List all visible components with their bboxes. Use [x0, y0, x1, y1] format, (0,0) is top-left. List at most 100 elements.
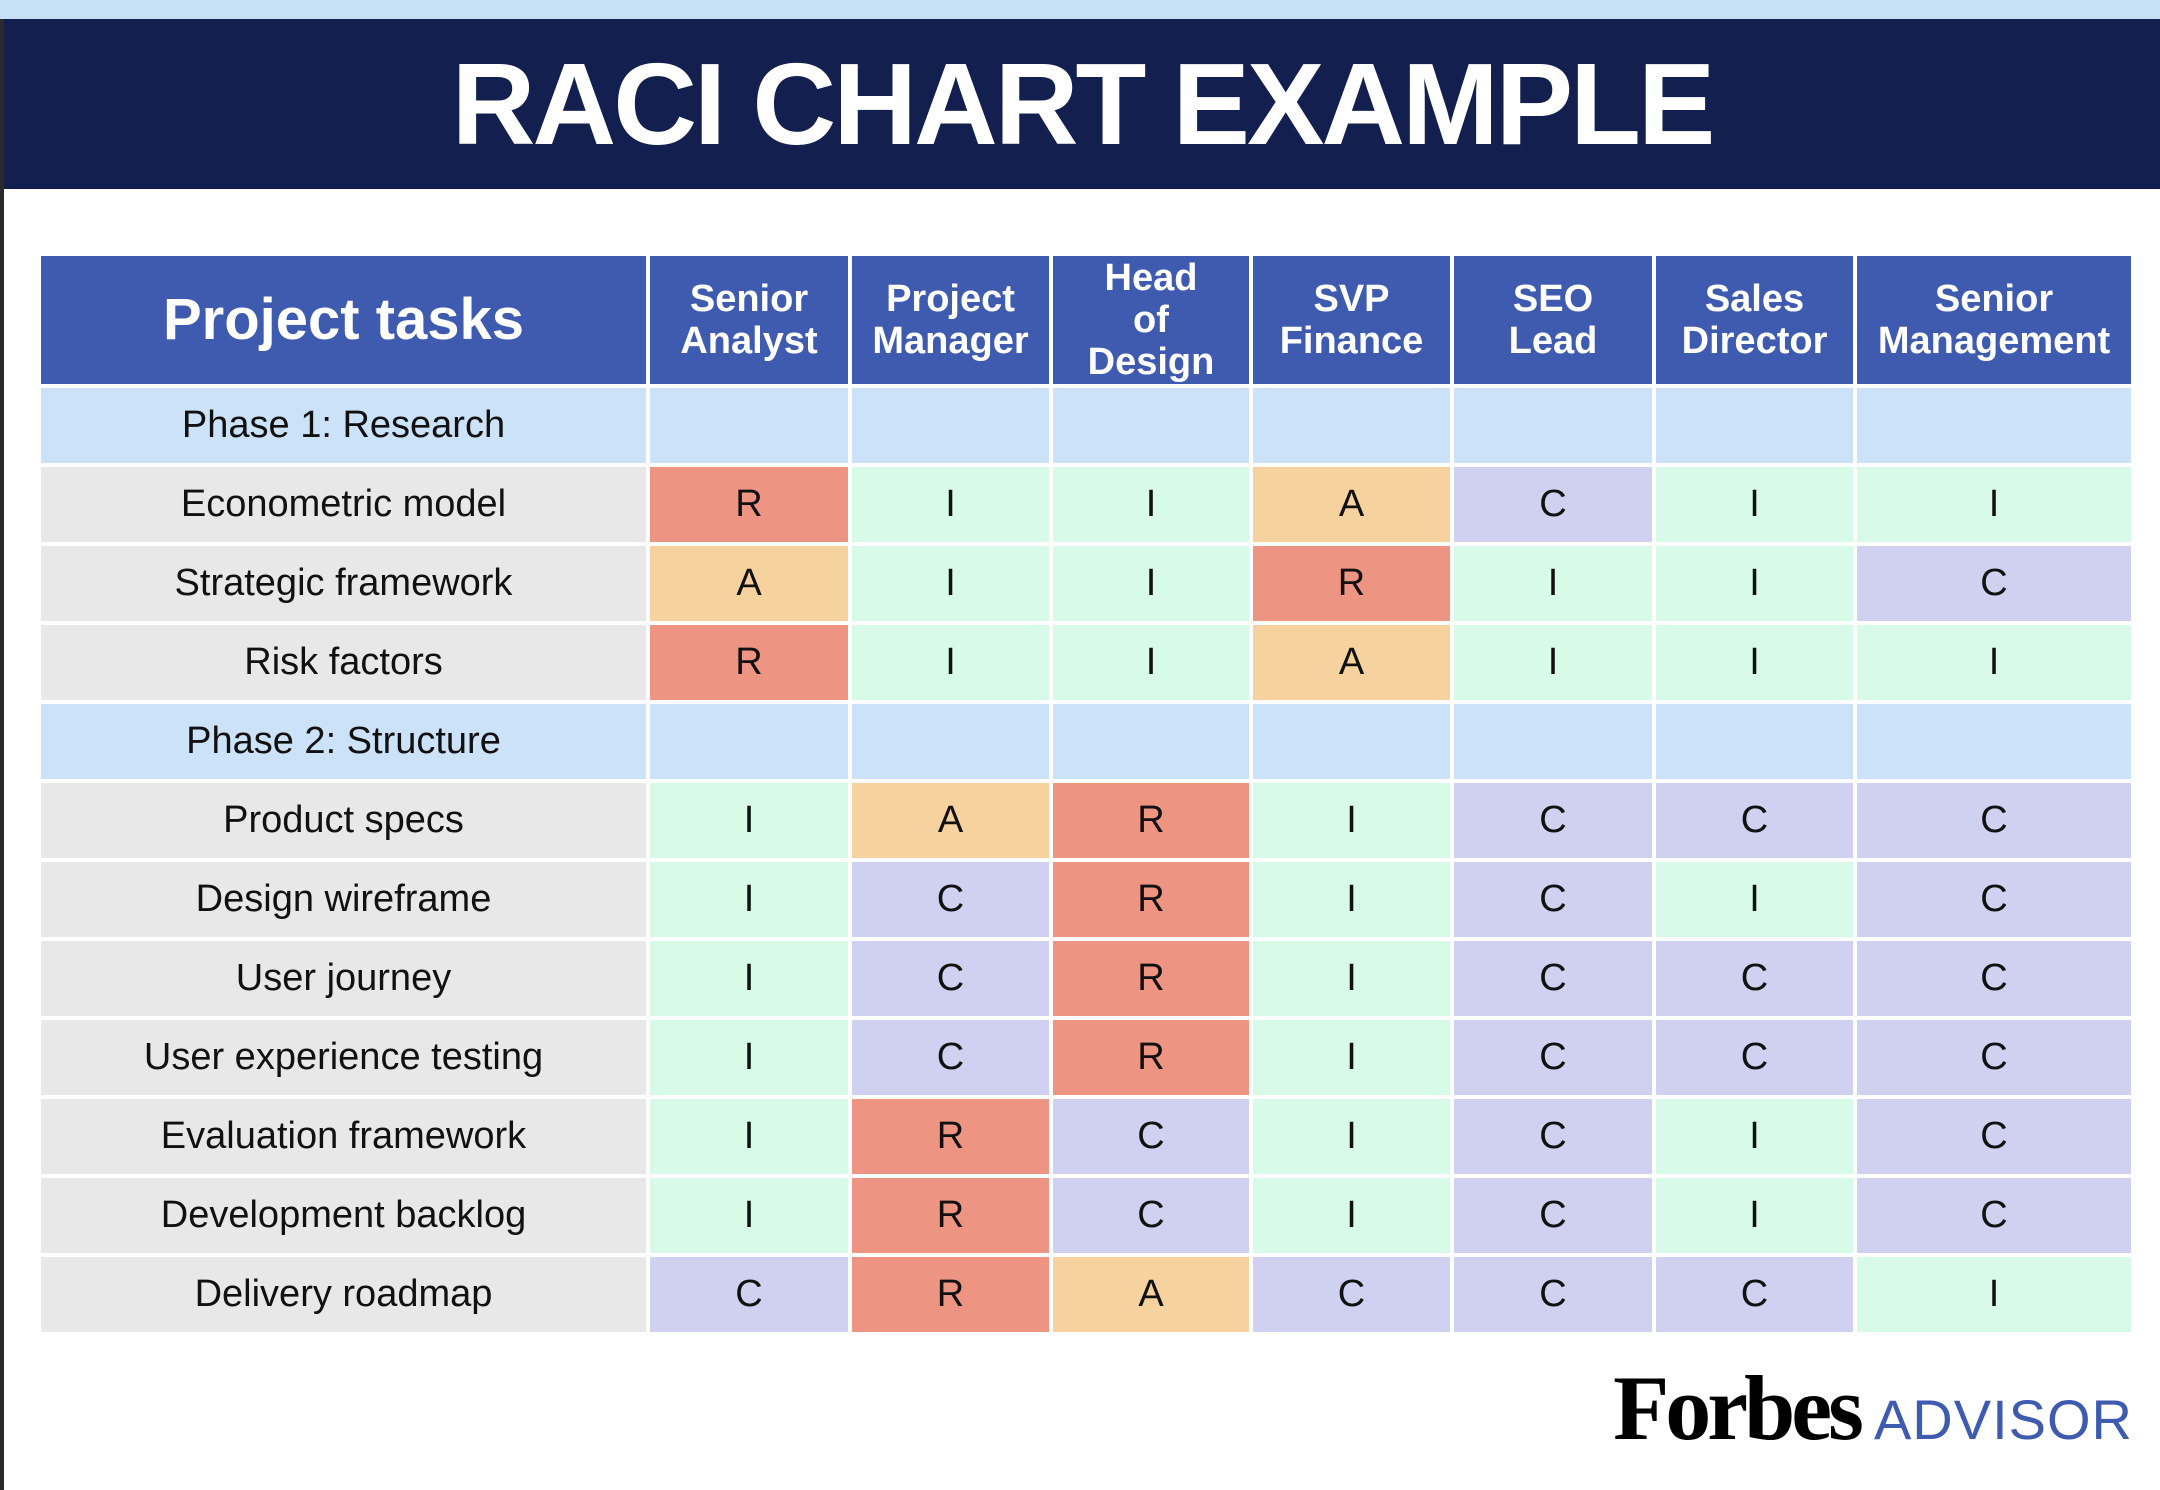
raci-cell-text: I [945, 562, 956, 604]
raci-cell-text: I [1749, 878, 1760, 920]
raci-cell: I [1253, 1099, 1450, 1174]
raci-cell: I [1656, 1178, 1853, 1253]
raci-cell: I [1656, 1099, 1853, 1174]
raci-cell: C [852, 862, 1049, 937]
raci-cell: C [1857, 1099, 2131, 1174]
raci-cell: I [1656, 862, 1853, 937]
raci-cell: R [650, 467, 848, 542]
phase-title-text: Phase 1: Research [181, 404, 506, 446]
raci-cell: I [650, 941, 848, 1016]
raci-cell-text: C [1539, 1194, 1567, 1236]
phase-cell [1454, 388, 1652, 463]
phase-cell [1253, 388, 1450, 463]
task-name: Design wireframe [41, 862, 646, 937]
raci-cell-text: I [1346, 1194, 1357, 1236]
raci-cell: I [852, 467, 1049, 542]
raci-cell: C [1857, 783, 2131, 858]
logo-product: ADVISOR [1873, 1388, 2133, 1451]
raci-cell: C [1253, 1257, 1450, 1332]
raci-cell: C [1656, 1257, 1853, 1332]
raci-cell: I [650, 1020, 848, 1095]
raci-cell: I [1253, 1020, 1450, 1095]
task-name-text: Econometric model [180, 483, 507, 525]
column-header: Sales Director [1656, 256, 1853, 384]
raci-cell-text: C [1740, 1273, 1769, 1315]
column-header-text: SEO Lead [1508, 278, 1598, 362]
raci-cell-text: I [743, 1036, 755, 1078]
raci-cell-text: I [1749, 483, 1760, 525]
raci-cell: A [1253, 625, 1450, 700]
raci-cell-text: R [936, 1273, 965, 1315]
raci-cell-text: I [1145, 562, 1157, 604]
column-header-text: Head of Design [1087, 257, 1215, 383]
raci-cell: I [1857, 625, 2131, 700]
raci-cell: C [650, 1257, 848, 1332]
raci-cell-text: C [1137, 1115, 1165, 1157]
task-name: Strategic framework [41, 546, 646, 621]
raci-cell: I [1656, 625, 1853, 700]
column-header: Project tasks [41, 256, 646, 384]
raci-cell: I [1053, 467, 1249, 542]
column-header: SEO Lead [1454, 256, 1652, 384]
raci-cell: R [1053, 1020, 1249, 1095]
raci-cell: C [1656, 783, 1853, 858]
phase-cell [1253, 704, 1450, 779]
task-name-text: Development backlog [160, 1194, 527, 1236]
task-name: User journey [41, 941, 646, 1016]
raci-cell: C [1857, 862, 2131, 937]
raci-cell-text: I [945, 483, 956, 525]
phase-cell [650, 388, 848, 463]
raci-cell-text: R [735, 483, 763, 525]
raci-cell-text: I [1749, 641, 1760, 683]
task-name-text: Delivery roadmap [194, 1273, 493, 1315]
raci-cell: I [1656, 467, 1853, 542]
raci-cell-text: R [1137, 957, 1165, 999]
raci-cell: C [1454, 783, 1652, 858]
raci-cell-text: I [1749, 562, 1760, 604]
raci-cell-text: R [936, 1194, 965, 1236]
raci-cell: C [1454, 1178, 1652, 1253]
raci-cell: C [1857, 546, 2131, 621]
raci-cell-text: I [1346, 878, 1357, 920]
raci-cell: R [852, 1178, 1049, 1253]
raci-cell-text: R [735, 641, 763, 683]
raci-cell: R [1053, 783, 1249, 858]
raci-cell-text: I [945, 641, 956, 683]
raci-cell-text: C [1980, 562, 2008, 604]
raci-cell: C [1053, 1099, 1249, 1174]
task-name: Econometric model [41, 467, 646, 542]
raci-cell-text: C [936, 1036, 965, 1078]
raci-cell-text: C [1980, 799, 2008, 841]
phase-cell [1656, 388, 1853, 463]
raci-cell: C [1656, 941, 1853, 1016]
phase-cell [1053, 388, 1249, 463]
raci-cell: I [1053, 625, 1249, 700]
raci-cell-text: I [743, 957, 755, 999]
raci-cell: C [1857, 1178, 2131, 1253]
phase-cell [1454, 704, 1652, 779]
task-name: User experience testing [41, 1020, 646, 1095]
task-name-text: Design wireframe [195, 878, 492, 920]
phase-cell [1656, 704, 1853, 779]
raci-cell: I [650, 1099, 848, 1174]
task-name: Risk factors [41, 625, 646, 700]
raci-cell-text: A [1338, 483, 1365, 525]
raci-cell: C [1454, 1099, 1652, 1174]
raci-cell-text: C [1539, 799, 1567, 841]
column-header: Project Manager [852, 256, 1049, 384]
raci-cell-text: A [937, 799, 964, 841]
task-name-text: Product specs [223, 799, 464, 841]
phase-cell [1857, 704, 2131, 779]
column-header-text: Project tasks [162, 287, 525, 352]
raci-cell-text: R [1137, 878, 1165, 920]
raci-cell-text: C [1740, 799, 1769, 841]
raci-cell: A [852, 783, 1049, 858]
raci-cell-text: A [1138, 1273, 1164, 1315]
raci-cell-text: C [1137, 1194, 1165, 1236]
raci-cell: C [1656, 1020, 1853, 1095]
raci-cell: C [1053, 1178, 1249, 1253]
logo-brand: Forbes [1613, 1357, 1864, 1459]
raci-cell: I [650, 783, 848, 858]
raci-cell-text: I [743, 799, 755, 841]
raci-cell-text: I [1145, 641, 1157, 683]
